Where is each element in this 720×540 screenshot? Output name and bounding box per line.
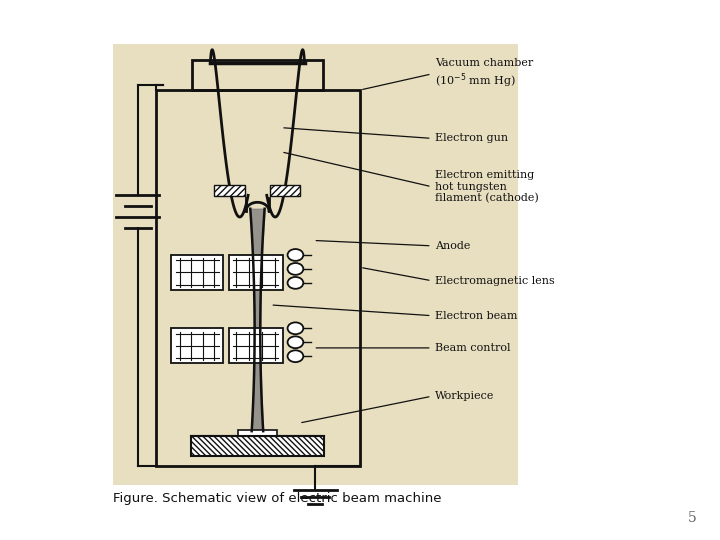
- Bar: [238, 429, 277, 436]
- Text: Workpiece: Workpiece: [436, 392, 495, 401]
- Bar: [171, 328, 223, 363]
- Text: Electron beam: Electron beam: [436, 310, 518, 321]
- Text: Vacuum chamber
(10$^{-5}$ mm Hg): Vacuum chamber (10$^{-5}$ mm Hg): [436, 58, 534, 90]
- Text: Electron emitting
hot tungsten
filament (cathode): Electron emitting hot tungsten filament …: [436, 170, 539, 204]
- Bar: [156, 90, 360, 466]
- Text: Beam control: Beam control: [436, 343, 510, 353]
- Circle shape: [287, 277, 303, 289]
- Circle shape: [287, 350, 303, 362]
- Bar: [192, 60, 323, 90]
- Bar: [270, 185, 300, 197]
- Bar: [191, 436, 324, 456]
- Bar: [229, 255, 282, 290]
- Bar: [171, 255, 223, 290]
- Text: Figure. Schematic view of electric beam machine: Figure. Schematic view of electric beam …: [112, 492, 441, 505]
- Circle shape: [287, 322, 303, 334]
- Text: Electromagnetic lens: Electromagnetic lens: [436, 276, 555, 286]
- Text: Anode: Anode: [436, 241, 471, 251]
- Bar: [229, 328, 282, 363]
- Circle shape: [287, 336, 303, 348]
- Text: Electron gun: Electron gun: [436, 133, 508, 144]
- Circle shape: [287, 263, 303, 275]
- Bar: [112, 44, 518, 485]
- Text: 5: 5: [688, 511, 697, 525]
- Bar: [215, 185, 245, 197]
- Circle shape: [287, 249, 303, 261]
